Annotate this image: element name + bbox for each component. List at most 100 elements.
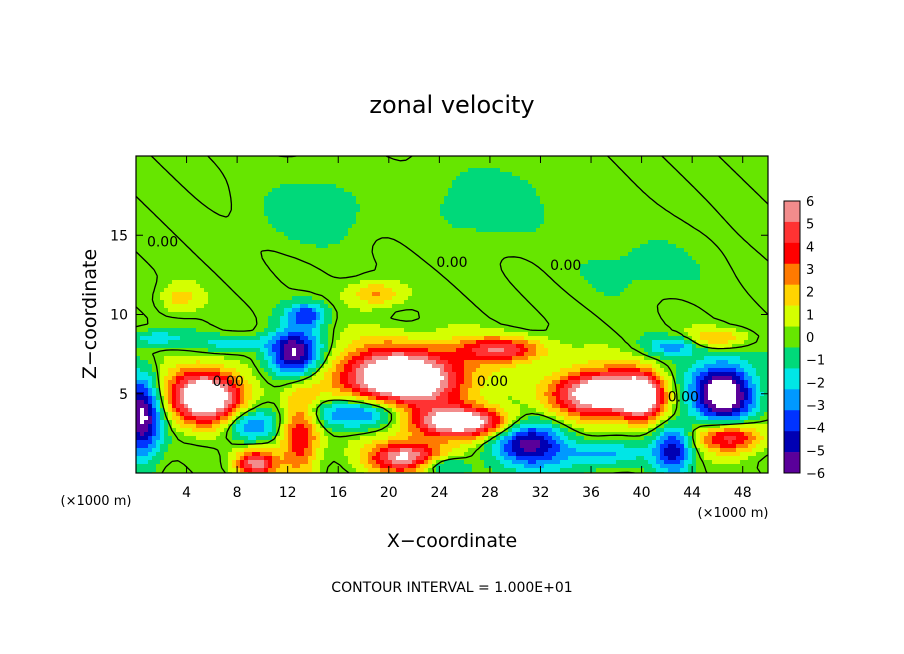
heatmap-cell <box>232 324 237 329</box>
heatmap-cell <box>276 156 281 161</box>
heatmap-cell <box>176 344 181 349</box>
heatmap-cell <box>192 308 197 313</box>
heatmap-cell <box>296 184 301 189</box>
heatmap-cell <box>172 260 177 265</box>
heatmap-cell <box>360 180 365 185</box>
heatmap-cell <box>316 408 321 413</box>
heatmap-cell <box>180 292 185 297</box>
heatmap-cell <box>284 300 289 305</box>
heatmap-cell <box>140 348 145 353</box>
heatmap-cell <box>196 368 201 373</box>
heatmap-cell <box>228 452 233 457</box>
heatmap-cell <box>364 392 369 397</box>
heatmap-cell <box>192 356 197 361</box>
heatmap-cell <box>160 176 165 181</box>
heatmap-cell <box>316 168 321 173</box>
heatmap-cell <box>300 200 305 205</box>
heatmap-cell <box>320 412 325 417</box>
heatmap-cell <box>308 416 313 421</box>
heatmap-cell <box>144 192 149 197</box>
heatmap-cell <box>368 456 373 461</box>
heatmap-cell <box>312 376 317 381</box>
heatmap-cell <box>192 440 197 445</box>
heatmap-cell <box>156 324 161 329</box>
heatmap-cell <box>160 328 165 333</box>
heatmap-cell <box>268 284 273 289</box>
heatmap-cell <box>192 288 197 293</box>
heatmap-cell <box>268 416 273 421</box>
heatmap-cell <box>180 252 185 257</box>
heatmap-cell <box>320 376 325 381</box>
heatmap-cell <box>164 364 169 369</box>
heatmap-cell <box>276 196 281 201</box>
heatmap-cell <box>316 192 321 197</box>
heatmap-cell <box>220 224 225 229</box>
heatmap-cell <box>304 240 309 245</box>
heatmap-cell <box>356 300 361 305</box>
heatmap-cell <box>260 284 265 289</box>
heatmap-cell <box>176 276 181 281</box>
heatmap-cell <box>184 216 189 221</box>
heatmap-cell <box>292 192 297 197</box>
heatmap-cell <box>236 448 241 453</box>
heatmap-cell <box>284 184 289 189</box>
heatmap-cell <box>292 280 297 285</box>
heatmap-cell <box>244 336 249 341</box>
heatmap-cell <box>264 304 269 309</box>
heatmap-cell <box>148 316 153 321</box>
heatmap-cell <box>368 312 373 317</box>
heatmap-cell <box>368 200 373 205</box>
heatmap-cell <box>356 172 361 177</box>
heatmap-cell <box>212 448 217 453</box>
heatmap-cell <box>188 188 193 193</box>
heatmap-cell <box>328 216 333 221</box>
heatmap-cell <box>164 380 169 385</box>
heatmap-cell <box>336 196 341 201</box>
heatmap-cell <box>176 196 181 201</box>
heatmap-cell <box>160 336 165 341</box>
heatmap-cell <box>336 448 341 453</box>
heatmap-cell <box>180 344 185 349</box>
heatmap-cell <box>196 156 201 161</box>
heatmap-cell <box>140 328 145 333</box>
heatmap-cell <box>212 340 217 345</box>
heatmap-cell <box>344 296 349 301</box>
heatmap-cell <box>292 432 297 437</box>
heatmap-cell <box>156 424 161 429</box>
heatmap-cell <box>148 368 153 373</box>
heatmap-cell <box>312 424 317 429</box>
heatmap-cell <box>316 336 321 341</box>
heatmap-cell <box>236 380 241 385</box>
heatmap-cell <box>248 316 253 321</box>
heatmap-cell <box>292 336 297 341</box>
heatmap-cell <box>308 420 313 425</box>
heatmap-cell <box>324 320 329 325</box>
heatmap-cell <box>260 388 265 393</box>
heatmap-cell <box>304 336 309 341</box>
heatmap-cell <box>144 404 149 409</box>
heatmap-cell <box>308 200 313 205</box>
heatmap-cell <box>296 396 301 401</box>
heatmap-cell <box>240 392 245 397</box>
heatmap-cell <box>192 388 197 393</box>
heatmap-cell <box>248 376 253 381</box>
heatmap-cell <box>244 420 249 425</box>
heatmap-cell <box>288 436 293 441</box>
heatmap-cell <box>352 444 357 449</box>
heatmap-cell <box>356 312 361 317</box>
heatmap-cell <box>328 420 333 425</box>
heatmap-cell <box>204 296 209 301</box>
heatmap-cell <box>204 412 209 417</box>
heatmap-cell <box>352 220 357 225</box>
heatmap-cell <box>168 160 173 165</box>
heatmap-cell <box>376 400 381 405</box>
heatmap-cell <box>288 240 293 245</box>
heatmap-cell <box>292 356 297 361</box>
heatmap-cell <box>360 184 365 189</box>
heatmap-cell <box>292 464 297 469</box>
heatmap-cell <box>320 380 325 385</box>
heatmap-cell <box>164 228 169 233</box>
heatmap-cell <box>164 260 169 265</box>
heatmap-cell <box>224 392 229 397</box>
heatmap-cell <box>236 172 241 177</box>
